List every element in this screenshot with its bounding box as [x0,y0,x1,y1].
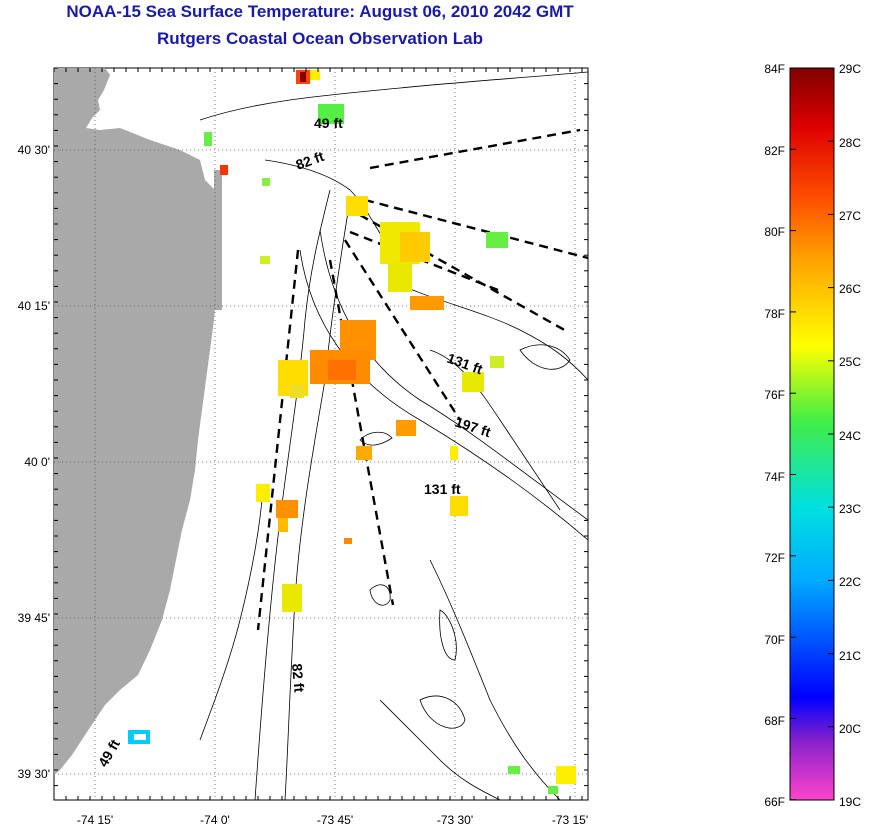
contour-label-131ft-south: 131 ft [424,481,461,497]
lon-label: -74 0' [200,813,230,827]
colorbar-f-label: 74F [764,470,785,484]
colorbar-c-label: 25C [839,355,861,369]
colorbar-f-label: 70F [764,633,785,647]
colorbar-c-label: 20C [839,722,861,736]
grid-lines [54,68,588,800]
colorbar-c-label: 29C [839,62,861,76]
colorbar-f-label: 84F [764,62,785,76]
barrier-island [214,170,222,310]
land-mass [54,68,222,775]
colorbar-c-label: 21C [839,649,861,663]
lon-label: -73 15' [552,813,588,827]
map-subtitle: Rutgers Coastal Ocean Observation Lab [157,29,483,48]
lat-label: 39 30' [18,767,50,781]
colorbar-f-label: 66F [764,795,785,809]
colorbar-c-label: 23C [839,502,861,516]
colorbar-f-label: 80F [764,225,785,239]
lat-label: 40 15' [18,299,50,313]
colorbar-c-label: 27C [839,209,861,223]
colorbar-c-label: 24C [839,429,861,443]
colorbar-ticks [790,67,834,801]
lat-label: 40 0' [24,455,50,469]
map-title: NOAA-15 Sea Surface Temperature: August … [66,2,574,21]
lon-label: -73 30' [437,813,473,827]
colorbar-f-label: 68F [764,714,785,728]
colorbar-f-label: 82F [764,144,785,158]
colorbar-f-label: 78F [764,307,785,321]
colorbar-c-label: 22C [839,575,861,589]
lon-label: -74 15' [77,813,113,827]
colorbar-c-label: 26C [839,282,861,296]
frame-ticks [53,67,588,800]
colorbar [789,67,835,801]
colorbar-f-label: 72F [764,551,785,565]
sst-pixels [128,70,576,794]
lat-label: 40 30' [18,143,50,157]
bathymetry-contours [199,71,588,800]
colorbar-c-label: 19C [839,795,861,809]
lon-label: -73 45' [317,813,353,827]
lat-label: 39 45' [18,611,50,625]
contour-label-82ft-south: 82 ft [289,663,307,693]
colorbar-c-label: 28C [839,136,861,150]
contour-label-49ft-north: 49 ft [314,115,343,131]
colorbar-f-label: 76F [764,388,785,402]
